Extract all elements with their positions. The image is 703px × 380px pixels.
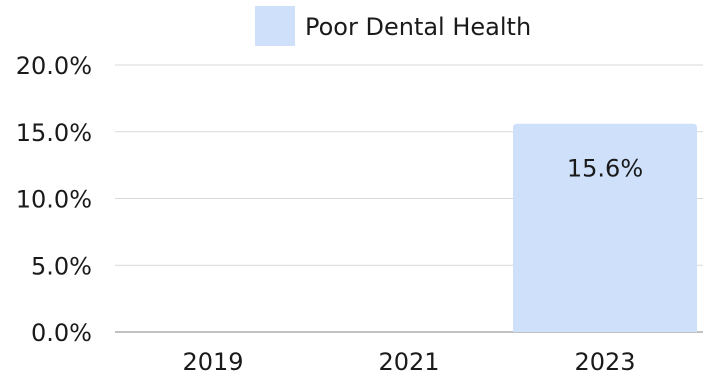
x-tick-label: 2021 <box>378 348 439 376</box>
x-tick-label: 2019 <box>182 348 243 376</box>
bar <box>513 123 697 333</box>
x-axis-tick-labels: 2019 2021 2023 <box>182 348 635 376</box>
legend-label: Poor Dental Health <box>305 13 531 41</box>
y-tick-label: 10.0% <box>16 186 92 214</box>
bar-data-label: 15.6% <box>567 155 643 183</box>
data-labels: 15.6% <box>567 155 643 183</box>
y-tick-label: 20.0% <box>16 52 92 80</box>
y-tick-label: 5.0% <box>31 252 92 280</box>
bars <box>513 123 697 333</box>
y-axis-tick-labels: 0.0% 5.0% 10.0% 15.0% 20.0% <box>16 52 92 347</box>
legend-swatch <box>255 6 295 46</box>
y-tick-label: 15.0% <box>16 119 92 147</box>
x-tick-label: 2023 <box>574 348 635 376</box>
legend: Poor Dental Health <box>255 6 531 46</box>
y-tick-label: 0.0% <box>31 319 92 347</box>
